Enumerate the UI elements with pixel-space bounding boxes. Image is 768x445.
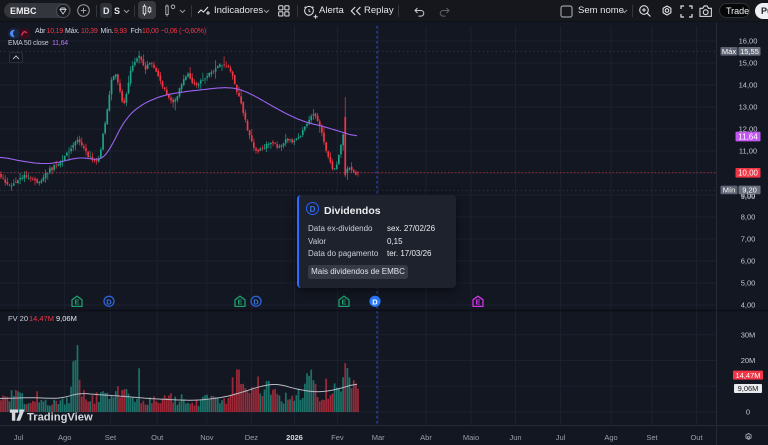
svg-text:15,00: 15,00: [739, 59, 758, 68]
svg-text:Mín: Mín: [723, 186, 736, 195]
svg-text:14,47M: 14,47M: [735, 371, 760, 380]
svg-text:Jul: Jul: [556, 433, 566, 442]
svg-text:9,00: 9,00: [741, 191, 756, 200]
svg-text:Máx: Máx: [722, 47, 736, 56]
svg-text:12,00: 12,00: [739, 125, 758, 134]
svg-text:Dez: Dez: [245, 433, 259, 442]
svg-text:16,00: 16,00: [739, 37, 758, 46]
svg-text:E: E: [237, 298, 242, 307]
svg-text:14,00: 14,00: [739, 81, 758, 90]
svg-text:9,20: 9,20: [742, 186, 757, 195]
svg-text:8,00: 8,00: [741, 213, 756, 222]
svg-text:D: D: [106, 297, 112, 306]
svg-text:20M: 20M: [741, 356, 756, 365]
svg-text:11,64: 11,64: [738, 132, 758, 141]
svg-text:Jun: Jun: [509, 433, 521, 442]
svg-text:15,55: 15,55: [740, 47, 759, 56]
svg-text:Jul: Jul: [14, 433, 24, 442]
svg-text:6,00: 6,00: [741, 257, 756, 266]
svg-text:Out: Out: [151, 433, 164, 442]
svg-text:Fev: Fev: [331, 433, 344, 442]
svg-text:7,00: 7,00: [741, 235, 756, 244]
svg-text:Out: Out: [690, 433, 703, 442]
svg-text:9,06M: 9,06M: [738, 384, 759, 393]
svg-text:D: D: [253, 297, 259, 306]
svg-text:14,47M: 14,47M: [29, 314, 54, 323]
svg-text:Set: Set: [105, 433, 117, 442]
svg-text:13,00: 13,00: [739, 103, 758, 112]
svg-text:Nov: Nov: [200, 433, 214, 442]
svg-text:Mar: Mar: [372, 433, 385, 442]
svg-text:Ago: Ago: [58, 433, 71, 442]
svg-text:4,00: 4,00: [741, 301, 756, 310]
svg-text:Maio: Maio: [463, 433, 479, 442]
svg-text:5,00: 5,00: [741, 279, 756, 288]
svg-text:0: 0: [746, 408, 750, 417]
svg-text:9,00: 9,00: [741, 192, 756, 201]
svg-text:E: E: [74, 298, 79, 307]
svg-text:FV 20: FV 20: [8, 314, 28, 323]
svg-text:Set: Set: [646, 433, 658, 442]
svg-text:Ago: Ago: [604, 433, 617, 442]
svg-text:E: E: [341, 298, 346, 307]
svg-text:D: D: [372, 297, 378, 306]
svg-text:9,06M: 9,06M: [56, 314, 77, 323]
svg-text:E: E: [475, 298, 480, 307]
svg-text:30M: 30M: [741, 330, 756, 339]
svg-text:10,00: 10,00: [738, 169, 759, 178]
svg-text:Abr: Abr: [420, 433, 432, 442]
svg-text:11,00: 11,00: [739, 147, 757, 156]
svg-text:TradingView: TradingView: [27, 412, 93, 424]
svg-text:2026: 2026: [286, 433, 303, 442]
